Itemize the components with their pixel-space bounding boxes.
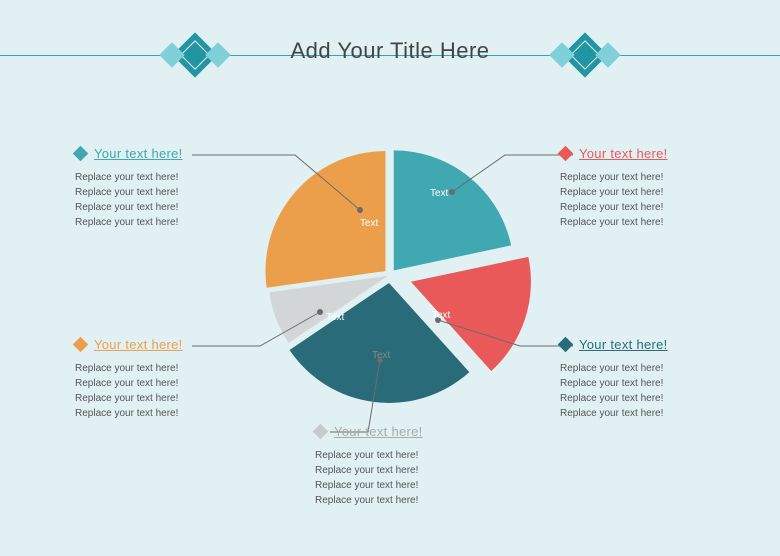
- leader-dot-bl: [317, 309, 323, 315]
- callout-br: Your text here!Replace your text here!Re…: [560, 335, 668, 421]
- callout-body-line: Replace your text here!: [315, 448, 423, 463]
- callout-body-line: Replace your text here!: [560, 185, 668, 200]
- callout-body-line: Replace your text here!: [75, 406, 183, 421]
- callout-body-line: Replace your text here!: [560, 391, 668, 406]
- callout-body-line: Replace your text here!: [315, 478, 423, 493]
- slice-label-teal: Text: [360, 218, 378, 229]
- callout-body-line: Replace your text here!: [560, 215, 668, 230]
- callout-body-line: Replace your text here!: [560, 406, 668, 421]
- callout-tl: Your text here!Replace your text here!Re…: [75, 144, 183, 230]
- callout-heading: Your text here!: [579, 335, 668, 355]
- slice-label-darkteal: Text: [432, 310, 450, 321]
- callout-body-line: Replace your text here!: [560, 361, 668, 376]
- diamond-icon: [73, 337, 89, 353]
- callout-bot: Your text here!Replace your text here!Re…: [315, 422, 423, 508]
- callout-heading: Your text here!: [579, 144, 668, 164]
- slice-label-red: Text: [430, 188, 448, 199]
- callout-body-line: Replace your text here!: [315, 463, 423, 478]
- leader-dot-tl: [357, 207, 363, 213]
- diamond-icon: [558, 337, 574, 353]
- callout-body-line: Replace your text here!: [560, 170, 668, 185]
- callout-body-line: Replace your text here!: [75, 170, 183, 185]
- leader-dot-tr: [449, 189, 455, 195]
- callout-body-line: Replace your text here!: [560, 200, 668, 215]
- callout-body-line: Replace your text here!: [75, 215, 183, 230]
- slice-label-gray: Text: [372, 350, 390, 361]
- callout-heading: Your text here!: [334, 422, 423, 442]
- diamond-icon: [313, 424, 329, 440]
- callout-body-line: Replace your text here!: [560, 376, 668, 391]
- callout-heading: Your text here!: [94, 335, 183, 355]
- callout-body-line: Replace your text here!: [75, 376, 183, 391]
- callout-body-line: Replace your text here!: [75, 185, 183, 200]
- callout-heading: Your text here!: [94, 144, 183, 164]
- callout-body-line: Replace your text here!: [75, 391, 183, 406]
- slice-label-orange: Text: [326, 312, 344, 323]
- pie-slice-teal: [394, 150, 511, 270]
- callout-body-line: Replace your text here!: [315, 493, 423, 508]
- diamond-icon: [558, 146, 574, 162]
- callout-bl: Your text here!Replace your text here!Re…: [75, 335, 183, 421]
- callout-tr: Your text here!Replace your text here!Re…: [560, 144, 668, 230]
- diamond-icon: [73, 146, 89, 162]
- callout-body-line: Replace your text here!: [75, 200, 183, 215]
- callout-body-line: Replace your text here!: [75, 361, 183, 376]
